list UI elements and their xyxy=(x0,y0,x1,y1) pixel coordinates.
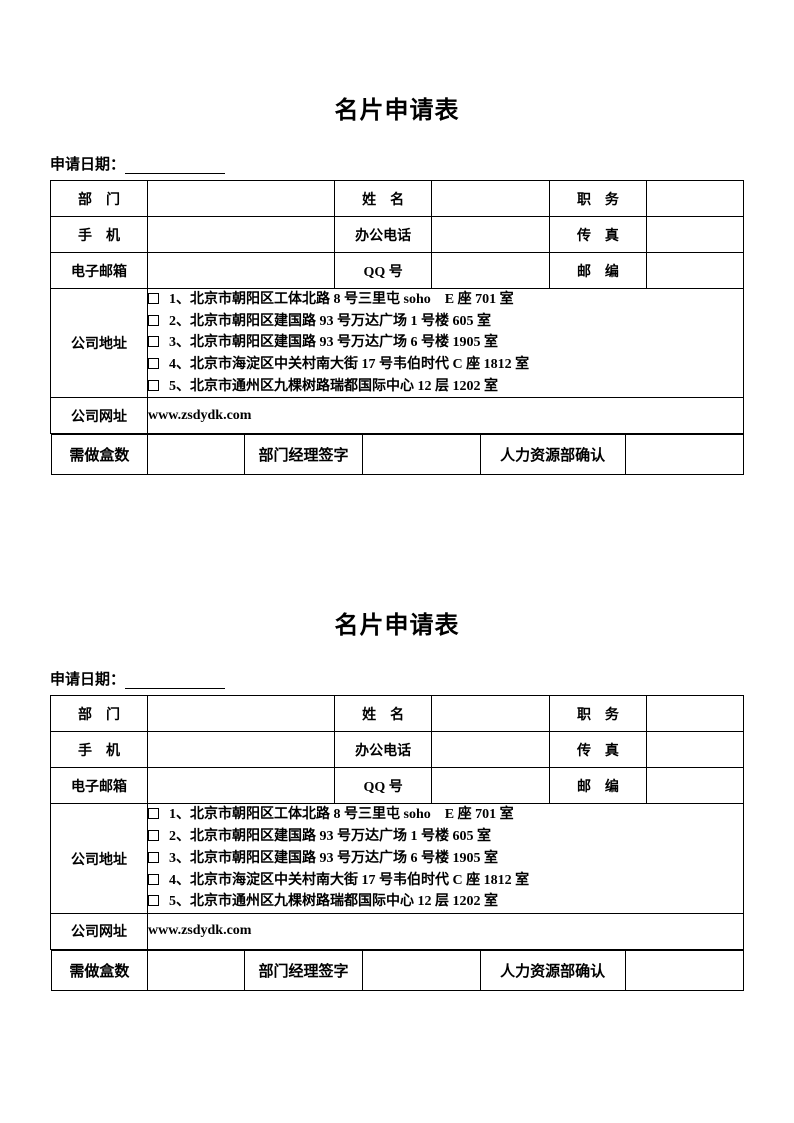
manager-sign-value[interactable] xyxy=(362,435,480,475)
date-label: 申请日期： xyxy=(50,672,125,688)
address-text: 2、北京市朝阳区建国路 93 号万达广场 1 号楼 605 室 xyxy=(169,314,491,329)
box-count-label: 需做盒数 xyxy=(51,950,148,990)
address-text: 2、北京市朝阳区建国路 93 号万达广场 1 号楼 605 室 xyxy=(169,829,491,844)
qq-value[interactable] xyxy=(432,768,550,804)
checkbox-icon[interactable] xyxy=(148,336,159,347)
box-count-value[interactable] xyxy=(148,950,245,990)
manager-sign-value[interactable] xyxy=(362,950,480,990)
address-option-2[interactable]: 2、北京市朝阳区建国路 93 号万达广场 1 号楼 605 室 xyxy=(148,826,743,848)
position-value[interactable] xyxy=(646,181,743,217)
address-option-1[interactable]: 1、北京市朝阳区工体北路 8 号三里屯 soho E 座 701 室 xyxy=(148,804,743,826)
name-value[interactable] xyxy=(432,696,550,732)
application-date-line: 申请日期： xyxy=(50,153,744,174)
email-value[interactable] xyxy=(148,768,335,804)
application-table: 部 门姓 名职 务手 机办公电话传 真电子邮箱QQ 号邮 编公司地址1、北京市朝… xyxy=(50,695,744,990)
hr-confirm-label: 人力资源部确认 xyxy=(480,435,625,475)
qq-value[interactable] xyxy=(432,253,550,289)
address-option-5[interactable]: 5、北京市通州区九棵树路瑞都国际中心 12 层 1202 室 xyxy=(148,891,743,913)
address-text: 4、北京市海淀区中关村南大街 17 号韦伯时代 C 座 1812 室 xyxy=(169,357,529,372)
fax-label: 传 真 xyxy=(549,732,646,768)
name-value[interactable] xyxy=(432,181,550,217)
office-phone-value[interactable] xyxy=(432,732,550,768)
checkbox-icon[interactable] xyxy=(148,874,159,885)
date-label: 申请日期： xyxy=(50,157,125,173)
hr-confirm-value[interactable] xyxy=(625,950,743,990)
checkbox-icon[interactable] xyxy=(148,315,159,326)
mobile-value[interactable] xyxy=(148,732,335,768)
manager-sign-label: 部门经理签字 xyxy=(245,950,363,990)
form-title: 名片申请表 xyxy=(50,90,744,125)
address-text: 5、北京市通州区九棵树路瑞都国际中心 12 层 1202 室 xyxy=(169,894,498,909)
hr-confirm-value[interactable] xyxy=(625,435,743,475)
address-text: 3、北京市朝阳区建国路 93 号万达广场 6 号楼 1905 室 xyxy=(169,851,498,866)
email-label: 电子邮箱 xyxy=(51,768,148,804)
application-table: 部 门姓 名职 务手 机办公电话传 真电子邮箱QQ 号邮 编公司地址1、北京市朝… xyxy=(50,180,744,475)
mobile-label: 手 机 xyxy=(51,217,148,253)
form-instance-1: 名片申请表申请日期： 部 门 姓 名 职 务手 机 办公电话 传 真电子邮箱 QQ 号 邮 编… xyxy=(50,90,744,475)
address-options: 1、北京市朝阳区工体北路 8 号三里屯 soho E 座 701 室 2、北京市朝… xyxy=(148,289,744,398)
address-option-3[interactable]: 3、北京市朝阳区建国路 93 号万达广场 6 号楼 1905 室 xyxy=(148,848,743,870)
address-label: 公司地址 xyxy=(51,289,148,398)
address-text: 1、北京市朝阳区工体北路 8 号三里屯 soho E 座 701 室 xyxy=(169,292,514,307)
address-text: 3、北京市朝阳区建国路 93 号万达广场 6 号楼 1905 室 xyxy=(169,335,498,350)
form-instance-2: 名片申请表申请日期： 部 门 姓 名 职 务手 机 办公电话 传 真电子邮箱 QQ 号 邮 编… xyxy=(50,605,744,990)
mobile-value[interactable] xyxy=(148,217,335,253)
office-phone-label: 办公电话 xyxy=(335,217,432,253)
checkbox-icon[interactable] xyxy=(148,895,159,906)
checkbox-icon[interactable] xyxy=(148,852,159,863)
name-label: 姓 名 xyxy=(335,696,432,732)
manager-sign-label: 部门经理签字 xyxy=(245,435,363,475)
address-text: 1、北京市朝阳区工体北路 8 号三里屯 soho E 座 701 室 xyxy=(169,807,514,822)
fax-value[interactable] xyxy=(646,732,743,768)
address-option-1[interactable]: 1、北京市朝阳区工体北路 8 号三里屯 soho E 座 701 室 xyxy=(148,289,743,311)
website-value: www.zsdydk.com xyxy=(148,398,744,434)
position-label: 职 务 xyxy=(549,696,646,732)
checkbox-icon[interactable] xyxy=(148,380,159,391)
address-options: 1、北京市朝阳区工体北路 8 号三里屯 soho E 座 701 室 2、北京市朝… xyxy=(148,804,744,913)
email-label: 电子邮箱 xyxy=(51,253,148,289)
zip-value[interactable] xyxy=(646,768,743,804)
address-option-4[interactable]: 4、北京市海淀区中关村南大街 17 号韦伯时代 C 座 1812 室 xyxy=(148,870,743,892)
department-label: 部 门 xyxy=(51,696,148,732)
position-label: 职 务 xyxy=(549,181,646,217)
box-count-label: 需做盒数 xyxy=(51,435,148,475)
website-value: www.zsdydk.com xyxy=(148,913,744,949)
qq-label: QQ 号 xyxy=(335,253,432,289)
qq-label: QQ 号 xyxy=(335,768,432,804)
website-label: 公司网址 xyxy=(51,398,148,434)
checkbox-icon[interactable] xyxy=(148,358,159,369)
department-value[interactable] xyxy=(148,181,335,217)
office-phone-value[interactable] xyxy=(432,217,550,253)
zip-label: 邮 编 xyxy=(549,253,646,289)
department-value[interactable] xyxy=(148,696,335,732)
office-phone-label: 办公电话 xyxy=(335,732,432,768)
checkbox-icon[interactable] xyxy=(148,830,159,841)
checkbox-icon[interactable] xyxy=(148,808,159,819)
form-title: 名片申请表 xyxy=(50,605,744,640)
application-date-line: 申请日期： xyxy=(50,668,744,689)
mobile-label: 手 机 xyxy=(51,732,148,768)
address-text: 5、北京市通州区九棵树路瑞都国际中心 12 层 1202 室 xyxy=(169,379,498,394)
address-option-3[interactable]: 3、北京市朝阳区建国路 93 号万达广场 6 号楼 1905 室 xyxy=(148,332,743,354)
address-option-2[interactable]: 2、北京市朝阳区建国路 93 号万达广场 1 号楼 605 室 xyxy=(148,311,743,333)
box-count-value[interactable] xyxy=(148,435,245,475)
address-text: 4、北京市海淀区中关村南大街 17 号韦伯时代 C 座 1812 室 xyxy=(169,873,529,888)
department-label: 部 门 xyxy=(51,181,148,217)
fax-label: 传 真 xyxy=(549,217,646,253)
position-value[interactable] xyxy=(646,696,743,732)
website-label: 公司网址 xyxy=(51,913,148,949)
date-blank[interactable] xyxy=(125,673,225,689)
fax-value[interactable] xyxy=(646,217,743,253)
name-label: 姓 名 xyxy=(335,181,432,217)
zip-label: 邮 编 xyxy=(549,768,646,804)
date-blank[interactable] xyxy=(125,158,225,174)
zip-value[interactable] xyxy=(646,253,743,289)
checkbox-icon[interactable] xyxy=(148,293,159,304)
address-option-5[interactable]: 5、北京市通州区九棵树路瑞都国际中心 12 层 1202 室 xyxy=(148,376,743,398)
email-value[interactable] xyxy=(148,253,335,289)
hr-confirm-label: 人力资源部确认 xyxy=(480,950,625,990)
address-option-4[interactable]: 4、北京市海淀区中关村南大街 17 号韦伯时代 C 座 1812 室 xyxy=(148,354,743,376)
address-label: 公司地址 xyxy=(51,804,148,913)
